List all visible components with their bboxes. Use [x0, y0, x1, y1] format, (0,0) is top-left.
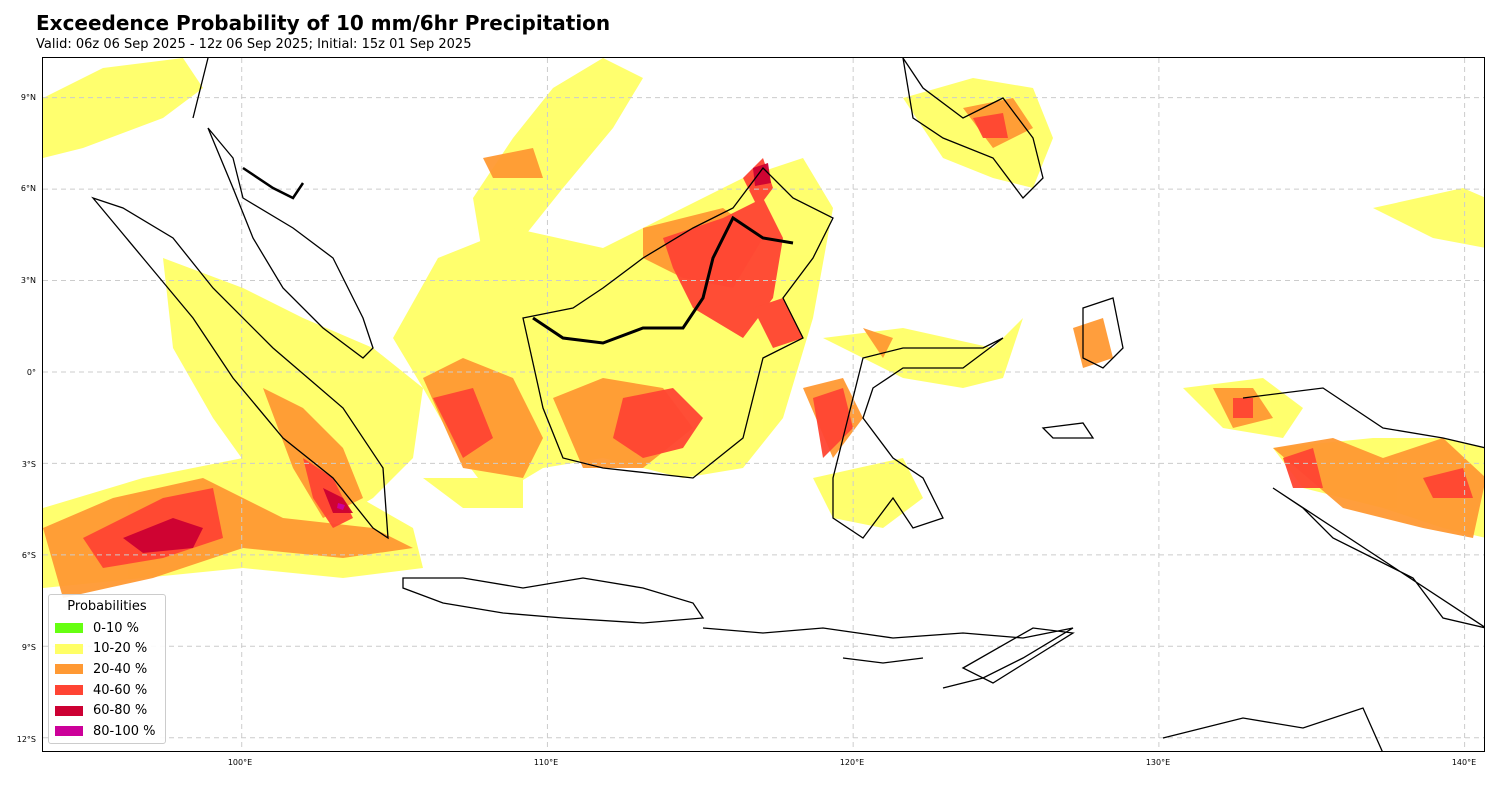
sumatra-coast [91, 196, 389, 540]
timor-coast [961, 627, 1075, 684]
legend-label: 40-60 % [93, 682, 148, 698]
legend-label: 60-80 % [93, 703, 148, 719]
lon-label-110e: 110°E [533, 758, 559, 767]
papua-coast [1242, 387, 1484, 629]
malaysia-thailand-border [242, 166, 305, 200]
legend-swatch [55, 664, 83, 675]
legend-swatch [55, 623, 83, 634]
legend-item-80-100: 80-100 % [55, 721, 159, 742]
australia-coast [1162, 707, 1383, 751]
nusa-tenggara-coast [702, 627, 1074, 689]
lon-label-130e: 130°E [1145, 758, 1171, 767]
philippines-coast [902, 58, 1044, 199]
lon-label-100e: 100°E [227, 758, 253, 767]
legend-item-40-60: 40-60 % [55, 680, 159, 701]
map-area [42, 57, 1485, 752]
legend-swatch [55, 726, 83, 737]
lat-label-3s: 3°S [21, 460, 36, 469]
malay-peninsula-coast [192, 58, 374, 359]
java-coast [402, 577, 705, 624]
borneo-coast [522, 167, 834, 479]
legend-label: 80-100 % [93, 723, 156, 739]
lat-label-6n: 6°N [20, 184, 36, 193]
map-title: Exceedence Probability of 10 mm/6hr Prec… [36, 11, 611, 35]
legend-swatch [55, 705, 83, 716]
lat-label-12s: 12°S [16, 735, 36, 744]
coastlines [91, 58, 1484, 751]
legend: Probabilities 0-10 % 10-20 % 20-40 % 40-… [48, 594, 166, 744]
legend-swatch [55, 643, 83, 654]
lat-label-9n: 9°N [20, 93, 36, 102]
maluku-coast [1041, 297, 1124, 439]
probability-80-100-layer [337, 503, 345, 510]
lat-label-3n: 3°N [20, 276, 36, 285]
legend-swatch [55, 685, 83, 696]
legend-item-10-20: 10-20 % [55, 639, 159, 660]
legend-label: 10-20 % [93, 641, 148, 657]
lat-label-0: 0° [26, 368, 36, 377]
map-canvas [43, 58, 1484, 751]
legend-title: Probabilities [67, 599, 147, 614]
lat-label-9s: 9°S [21, 643, 36, 652]
gridlines [43, 58, 1484, 751]
borneo-border [532, 215, 794, 345]
lon-label-140e: 140°E [1451, 758, 1477, 767]
legend-item-60-80: 60-80 % [55, 700, 159, 721]
legend-label: 20-40 % [93, 661, 148, 677]
lon-label-120e: 120°E [839, 758, 865, 767]
probability-60-80-layer [123, 163, 771, 553]
legend-label: 0-10 % [93, 620, 139, 636]
legend-item-20-40: 20-40 % [55, 659, 159, 680]
lat-label-6s: 6°S [21, 551, 36, 560]
sulawesi-coast [832, 337, 1004, 539]
legend-item-0-10: 0-10 % [55, 618, 159, 639]
map-subtitle: Valid: 06z 06 Sep 2025 - 12z 06 Sep 2025… [36, 37, 472, 52]
